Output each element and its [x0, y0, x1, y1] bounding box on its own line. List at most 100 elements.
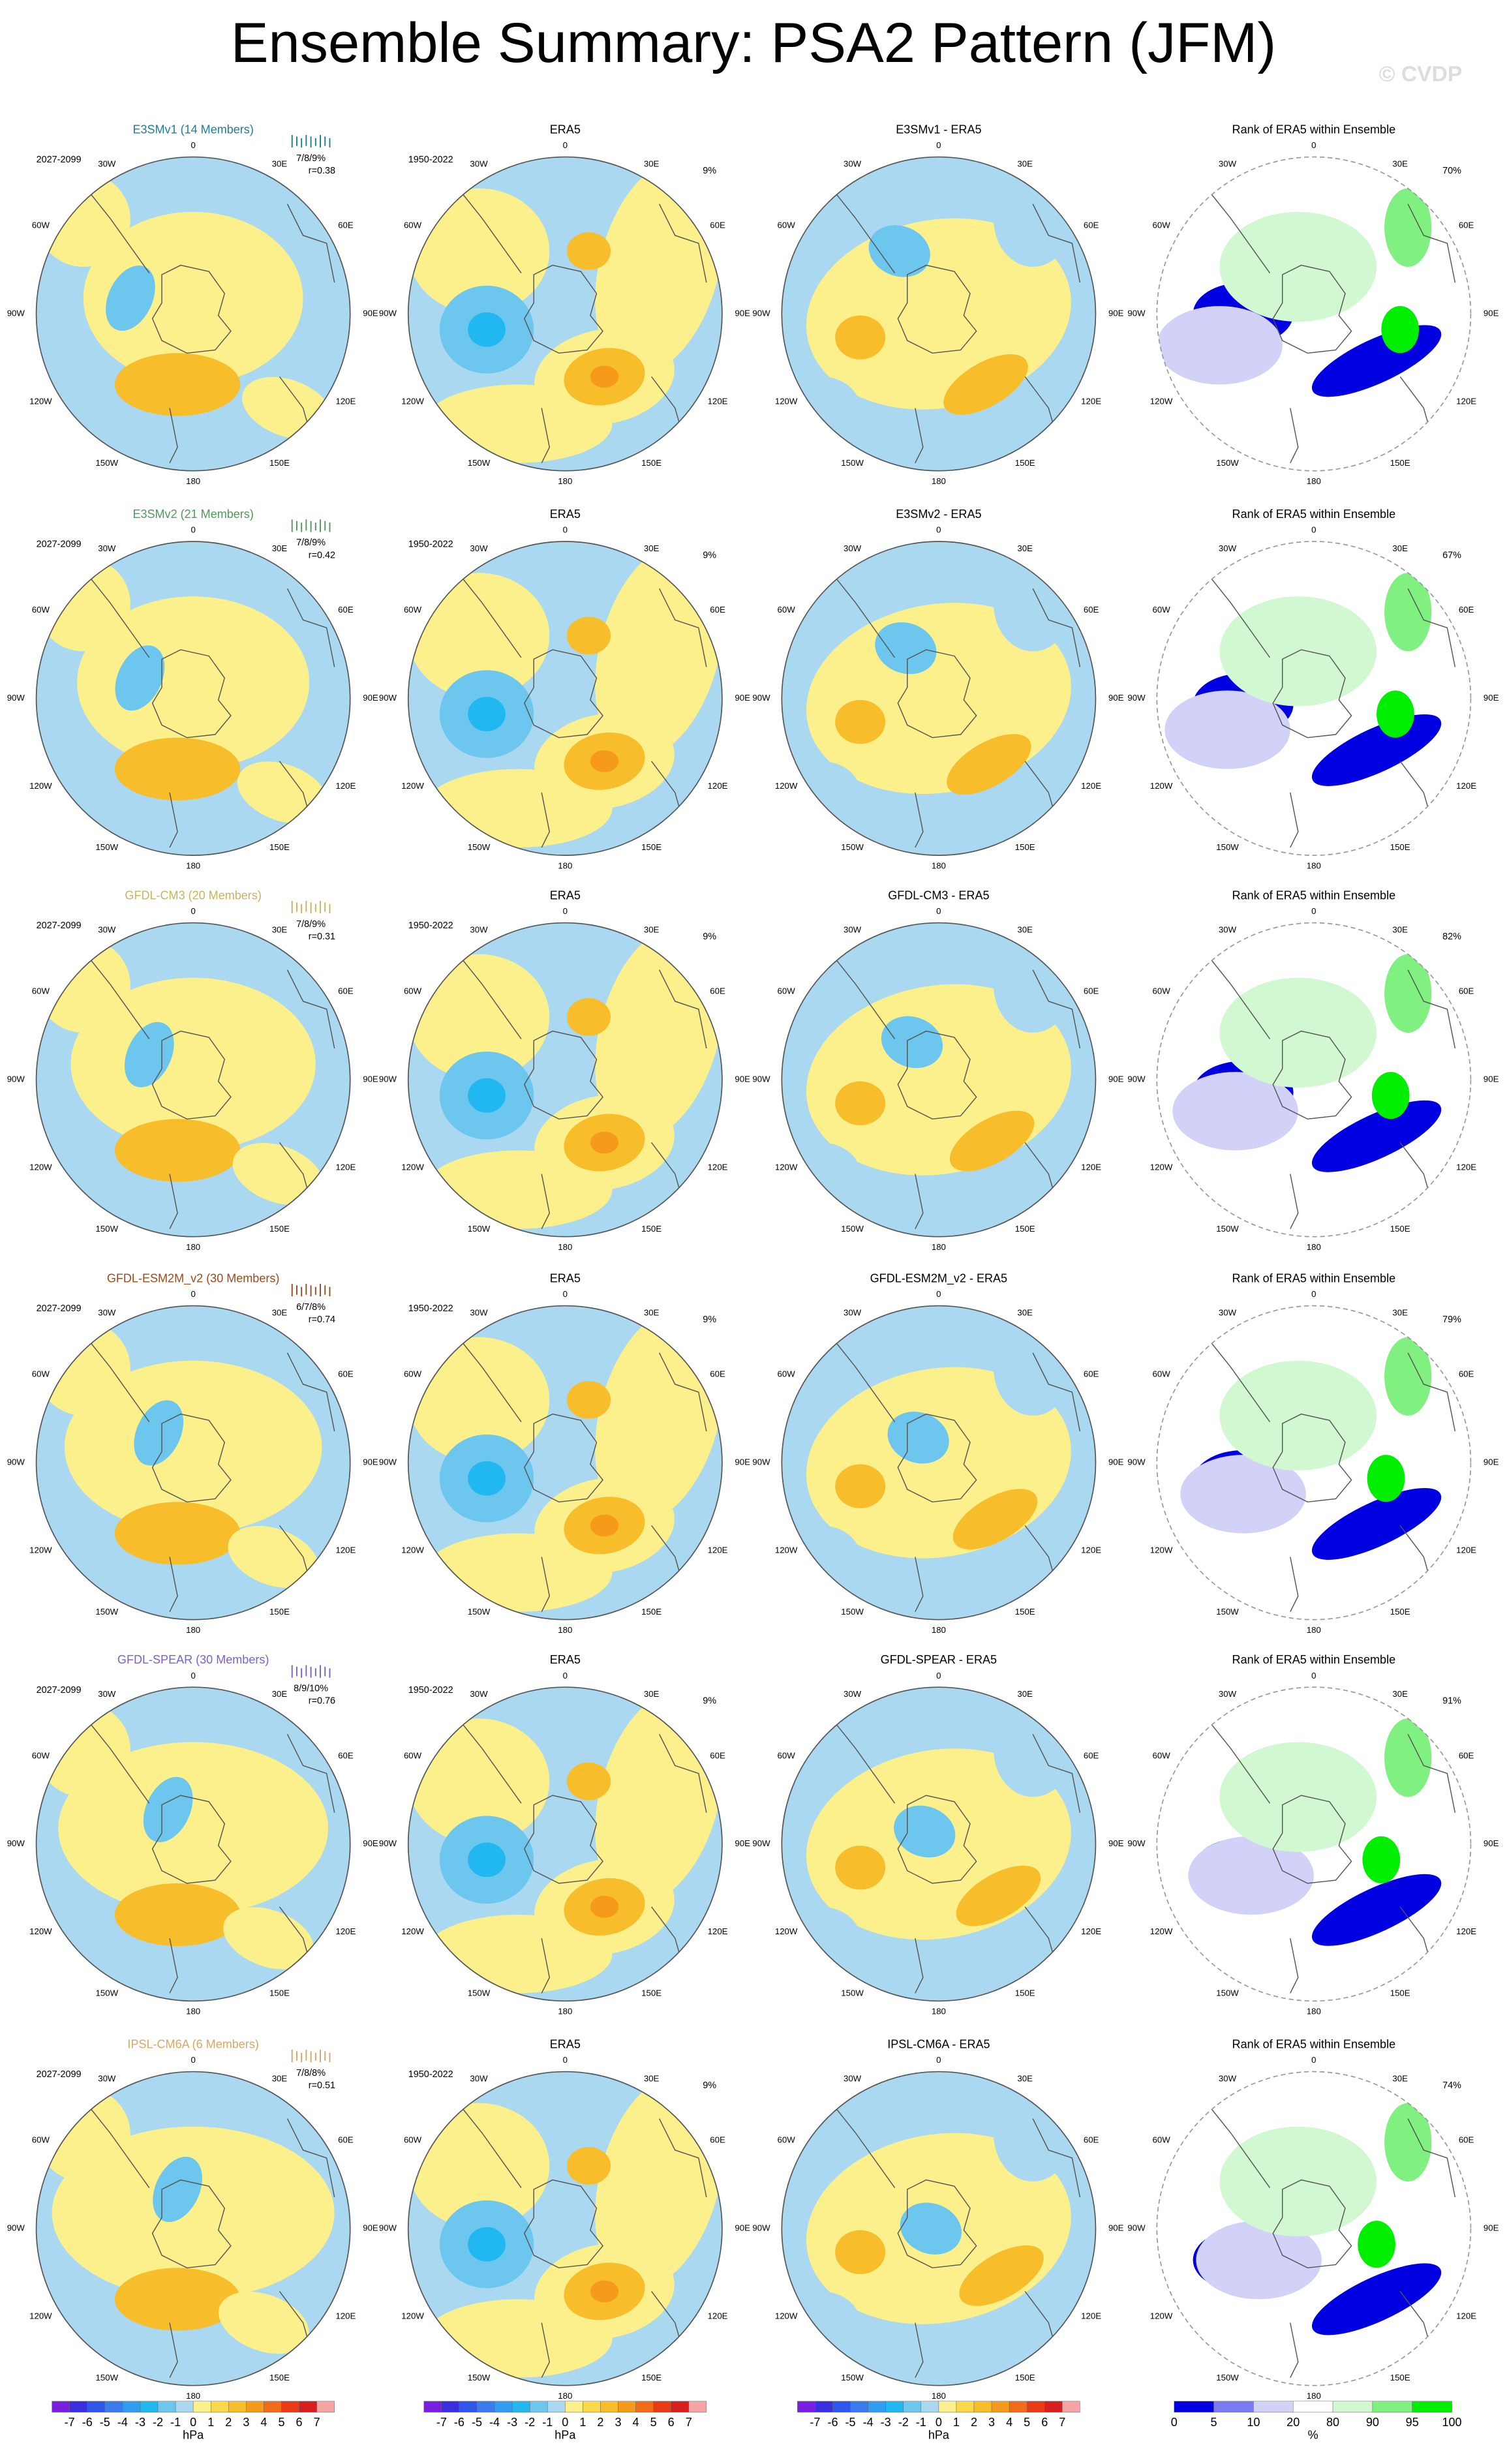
longitude-label: 30E	[1017, 543, 1033, 553]
longitude-label: 120W	[29, 1926, 52, 1936]
longitude-label: 120E	[335, 2311, 356, 2321]
colorbar-segment	[688, 2401, 707, 2412]
colorbar-segment	[1253, 2401, 1294, 2412]
colorbar-segment	[1174, 2401, 1214, 2412]
map-field	[1384, 573, 1432, 652]
map-field	[114, 1883, 241, 1947]
longitude-label: 180	[1307, 2007, 1321, 2016]
longitude-label: 180	[558, 476, 572, 486]
longitude-label: 150W	[841, 1988, 864, 1998]
longitude-label: 90E	[735, 309, 750, 318]
map-border	[1156, 2071, 1472, 2386]
longitude-label: 60E	[338, 1750, 354, 1760]
longitude-label: 180	[1307, 1242, 1321, 1252]
colorbar-label: -7	[65, 2416, 75, 2429]
longitude-label: 30E	[644, 543, 660, 553]
longitude-label: 90E	[1108, 693, 1124, 703]
longitude-label: 90W	[752, 693, 770, 703]
longitude-label: 0	[563, 2055, 568, 2065]
longitude-label: 120W	[775, 781, 798, 791]
colorbar-label: 0	[936, 2416, 942, 2429]
map-panel	[408, 922, 722, 1237]
obs-title: ERA5	[550, 889, 581, 902]
model-stats: 6/7/8%	[296, 1302, 326, 1313]
colorbar-label: 6	[1041, 2416, 1048, 2429]
longitude-label: 60W	[1153, 221, 1171, 230]
map-field	[782, 761, 860, 825]
diff-title: GFDL-ESM2M_v2 - ERA5	[870, 1271, 1007, 1285]
colorbar-label: 80	[1326, 2416, 1339, 2429]
map-field	[64, 1360, 322, 1534]
map-field	[566, 616, 611, 655]
rank-pct: 74%	[1442, 2080, 1461, 2091]
map-field	[36, 938, 130, 1033]
longitude-label: 90E	[1484, 693, 1499, 703]
longitude-label: 90W	[1127, 1074, 1146, 1084]
longitude-label: 180	[558, 860, 572, 870]
longitude-label: 90E	[1484, 2223, 1499, 2233]
model-stats: 8/9/10%	[294, 1683, 328, 1694]
colorbar-label: 90	[1366, 2416, 1379, 2429]
map-border	[1156, 922, 1472, 1238]
longitude-label: 180	[558, 2391, 572, 2401]
rank-title: Rank of ERA5 within Ensemble	[1232, 1653, 1396, 1666]
coastline	[78, 944, 335, 1230]
model-r: r=0.74	[309, 1315, 335, 1325]
rank-title: Rank of ERA5 within Ensemble	[1232, 2037, 1396, 2050]
longitude-label: 30W	[470, 1689, 488, 1699]
map-field	[835, 1464, 886, 1508]
map-border	[407, 541, 723, 856]
map-border	[407, 1305, 723, 1620]
longitude-label: 120W	[1150, 1545, 1173, 1555]
longitude-label: 60W	[404, 221, 422, 230]
longitude-label: 60E	[338, 221, 354, 230]
map-field	[1362, 1836, 1401, 1883]
map-panel	[36, 1305, 350, 1620]
model-title: E3SMv2 (21 Members)	[132, 508, 253, 521]
colorbar-label: -7	[436, 2416, 447, 2429]
map-field	[114, 1502, 241, 1565]
diff-title: IPSL-CM6A - ERA5	[887, 2037, 990, 2050]
longitude-label: 150E	[1015, 842, 1035, 852]
longitude-label: 150E	[641, 2373, 662, 2382]
longitude-label: 120W	[1150, 781, 1173, 791]
longitude-label: 120E	[335, 781, 356, 791]
longitude-label: 150W	[468, 458, 491, 468]
longitude-label: 120E	[1081, 781, 1101, 791]
colorbar-label: 1	[207, 2416, 214, 2429]
model-period: 2027-2099	[37, 1303, 82, 1314]
map-panel	[36, 1687, 350, 2001]
model-r: r=0.42	[309, 550, 335, 560]
map-field	[1384, 188, 1432, 267]
colorbar-label: -3	[881, 2416, 891, 2429]
colorbar-segment	[423, 2401, 442, 2412]
longitude-label: 120W	[29, 2311, 52, 2321]
coastline	[823, 1709, 1081, 1994]
longitude-label: 120E	[1081, 1163, 1101, 1172]
longitude-label: 60W	[778, 221, 796, 230]
map-field	[36, 1321, 130, 1416]
colorbar-label: -4	[117, 2416, 128, 2429]
colorbar-label: -6	[454, 2416, 464, 2429]
map-field	[408, 1337, 550, 1463]
map-field	[1180, 1455, 1306, 1534]
figure-title: Ensemble Summary: PSA2 Pattern (JFM)	[231, 12, 1276, 74]
coastline	[78, 1709, 335, 1994]
colorbar-label: 2	[971, 2416, 977, 2429]
diff-title: GFDL-SPEAR - ERA5	[881, 1653, 997, 1666]
longitude-label: 150E	[1015, 1988, 1035, 1998]
longitude-label: 30W	[1219, 1307, 1237, 1317]
map-field	[114, 737, 241, 800]
longitude-label: 120E	[1081, 1545, 1101, 1555]
longitude-label: 150E	[269, 2373, 290, 2382]
colorbar-label: -5	[845, 2416, 856, 2429]
map-field	[83, 211, 303, 385]
colorbar-label: -4	[863, 2416, 874, 2429]
obs-pct: 9%	[703, 1315, 716, 1325]
longitude-label: 90W	[7, 309, 25, 318]
longitude-label: 60E	[710, 2135, 725, 2145]
map-field	[590, 2280, 619, 2303]
obs-pct: 9%	[703, 932, 716, 942]
longitude-label: 150E	[1015, 1607, 1035, 1617]
